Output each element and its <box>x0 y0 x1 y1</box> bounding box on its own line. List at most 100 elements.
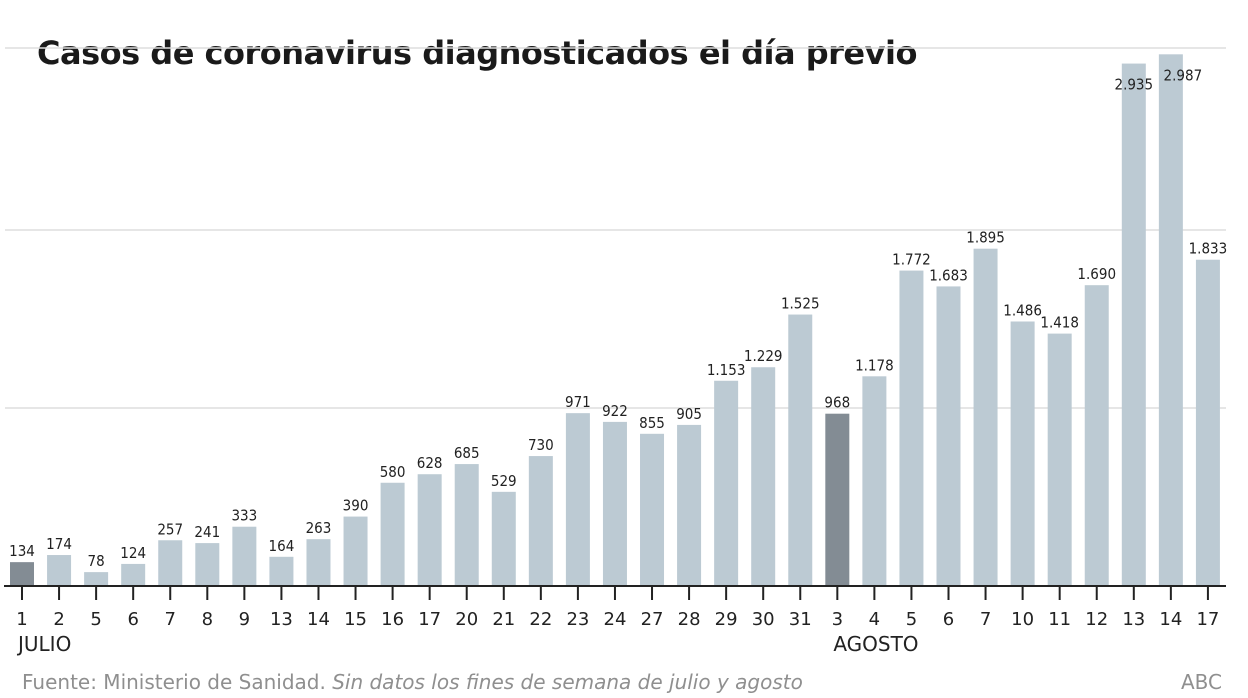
bar <box>195 543 220 586</box>
data-label: 730 <box>528 436 554 454</box>
bar <box>1047 333 1072 586</box>
bar <box>825 413 850 586</box>
tick-label: 29 <box>715 609 738 630</box>
data-label: 164 <box>269 537 295 555</box>
data-label: 1.833 <box>1189 240 1228 258</box>
bar <box>528 456 553 586</box>
tick-label: 11 <box>1048 609 1071 630</box>
bar <box>1010 321 1035 586</box>
bar <box>306 539 331 586</box>
source-note: Fuente: Ministerio de Sanidad. Sin datos… <box>22 670 803 694</box>
bar <box>714 380 739 586</box>
data-label: 241 <box>194 523 220 541</box>
bar <box>158 540 183 586</box>
tick-label: 14 <box>307 609 330 630</box>
bar <box>10 562 34 586</box>
data-label: 968 <box>824 394 850 412</box>
bar <box>269 556 294 586</box>
bar <box>417 474 442 586</box>
bar <box>862 376 887 586</box>
tick-label: 6 <box>943 609 954 630</box>
month-label: JULIO <box>16 632 71 656</box>
bar <box>121 563 146 586</box>
data-label: 685 <box>454 444 480 462</box>
data-label: 1.418 <box>1040 314 1079 332</box>
bar <box>1084 285 1109 586</box>
month-label: AGOSTO <box>833 632 918 656</box>
tick-label: 13 <box>1122 609 1145 630</box>
tick-label: 23 <box>566 609 589 630</box>
data-label: 333 <box>231 507 257 525</box>
data-label: 174 <box>46 535 72 553</box>
data-label: 78 <box>88 552 105 570</box>
tick-label: 30 <box>752 609 775 630</box>
data-label: 855 <box>639 414 665 432</box>
bar <box>491 491 516 586</box>
tick-label: 16 <box>381 609 404 630</box>
data-label: 529 <box>491 472 517 490</box>
data-label: 1.153 <box>707 361 746 379</box>
tick-label: 2 <box>53 609 64 630</box>
data-label: 905 <box>676 405 702 423</box>
tick-label: 24 <box>604 609 627 630</box>
tick-label: 21 <box>492 609 515 630</box>
data-label: 971 <box>565 393 591 411</box>
bar <box>1121 63 1146 586</box>
data-label: 263 <box>306 519 332 537</box>
tick-label: 31 <box>789 609 812 630</box>
data-label: 390 <box>343 497 369 515</box>
data-label: 2.987 <box>1164 66 1203 84</box>
bar <box>343 516 368 586</box>
source-text: Fuente: Ministerio de Sanidad. <box>22 670 326 694</box>
data-label: 1.772 <box>892 251 931 269</box>
tick-label: 1 <box>16 609 27 630</box>
bar <box>936 286 961 586</box>
bar <box>380 482 405 586</box>
bar <box>640 433 665 586</box>
data-label: 1.525 <box>781 295 820 313</box>
tick-label: 17 <box>418 609 441 630</box>
tick-label: 17 <box>1196 609 1219 630</box>
tick-label: 13 <box>270 609 293 630</box>
data-label: 1.690 <box>1077 265 1116 283</box>
bar <box>47 555 72 586</box>
bar <box>84 572 109 586</box>
bar <box>602 421 627 586</box>
tick-label: 27 <box>641 609 664 630</box>
bar <box>788 314 813 586</box>
data-label: 134 <box>9 542 35 560</box>
data-label: 1.486 <box>1003 301 1042 319</box>
data-label: 922 <box>602 402 628 420</box>
tick-label: 10 <box>1011 609 1034 630</box>
tick-label: 22 <box>529 609 552 630</box>
data-label: 2.935 <box>1114 76 1153 94</box>
data-label: 257 <box>157 520 183 538</box>
bar <box>677 424 702 586</box>
tick-label: 12 <box>1085 609 1108 630</box>
tick-label: 15 <box>344 609 367 630</box>
bar <box>232 526 257 586</box>
tick-label: 9 <box>239 609 250 630</box>
data-label: 1.178 <box>855 356 894 374</box>
data-label: 580 <box>380 463 406 481</box>
tick-label: 6 <box>127 609 138 630</box>
tick-label: 5 <box>906 609 917 630</box>
bar <box>751 367 776 586</box>
tick-label: 14 <box>1159 609 1182 630</box>
bar <box>1195 259 1220 586</box>
tick-label: 5 <box>90 609 101 630</box>
tick-label: 28 <box>678 609 701 630</box>
data-label: 628 <box>417 454 443 472</box>
tick-label: 20 <box>455 609 478 630</box>
tick-label: 8 <box>202 609 213 630</box>
tick-label: 7 <box>165 609 176 630</box>
tick-label: 3 <box>832 609 843 630</box>
tick-label: 7 <box>980 609 991 630</box>
chart-title: Casos de coronavirus diagnosticados el d… <box>37 34 917 72</box>
brand-label: ABC <box>1180 670 1222 694</box>
data-label: 1.229 <box>744 347 783 365</box>
source-note-italic: Sin datos los fines de semana de julio y… <box>332 670 803 694</box>
bar <box>565 413 590 586</box>
bar <box>1158 54 1183 586</box>
